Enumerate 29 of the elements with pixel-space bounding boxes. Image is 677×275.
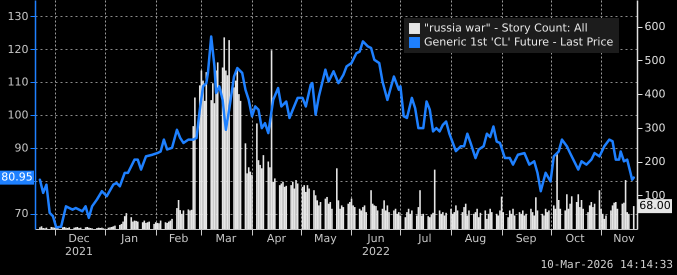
legend-label: "russia war" - Story Count: All [424,22,588,34]
x-tick-label: Feb [168,232,188,245]
x-tick-label: Aug [464,232,486,245]
x-tick-label: Sep [516,232,536,245]
x-tick-label: Jul [417,232,432,245]
x-tick-label: Jan [120,232,138,245]
y-tick-label: 110 [8,76,28,89]
x-tick-label: Jun 2022 [362,232,390,258]
x-tick-label: May [314,232,338,245]
y2-tick-label: 200 [644,155,666,168]
y2-tick-label: 100 [644,188,666,202]
y-tick-label: 130 [8,10,28,23]
x-tick-label: Apr [266,232,286,245]
annotation: 80.95 [1,170,33,184]
y2-tick-label: 500 [644,54,666,67]
x-tick-label: Mar [215,232,237,245]
text: 68.00 [639,199,671,212]
x-tick-label: Dec 2021 [65,232,94,258]
y-tick-label: 120 [8,42,28,56]
y2-tick-label: 300 [644,121,666,134]
legend-label: Generic 1st 'CL' Future - Last Price [424,36,614,48]
y-tick-label: 100 [8,108,28,122]
x-tick-label: Nov [613,232,636,245]
y-tick-label: 70 [14,207,28,220]
y2-tick-label: 400 [644,88,666,101]
text: 10-Mar-2026 14:14:33 [540,258,673,271]
y2-tick-label: 600 [644,20,666,34]
x-tick-label: Oct [565,232,586,245]
y-tick-label: 90 [14,141,28,154]
